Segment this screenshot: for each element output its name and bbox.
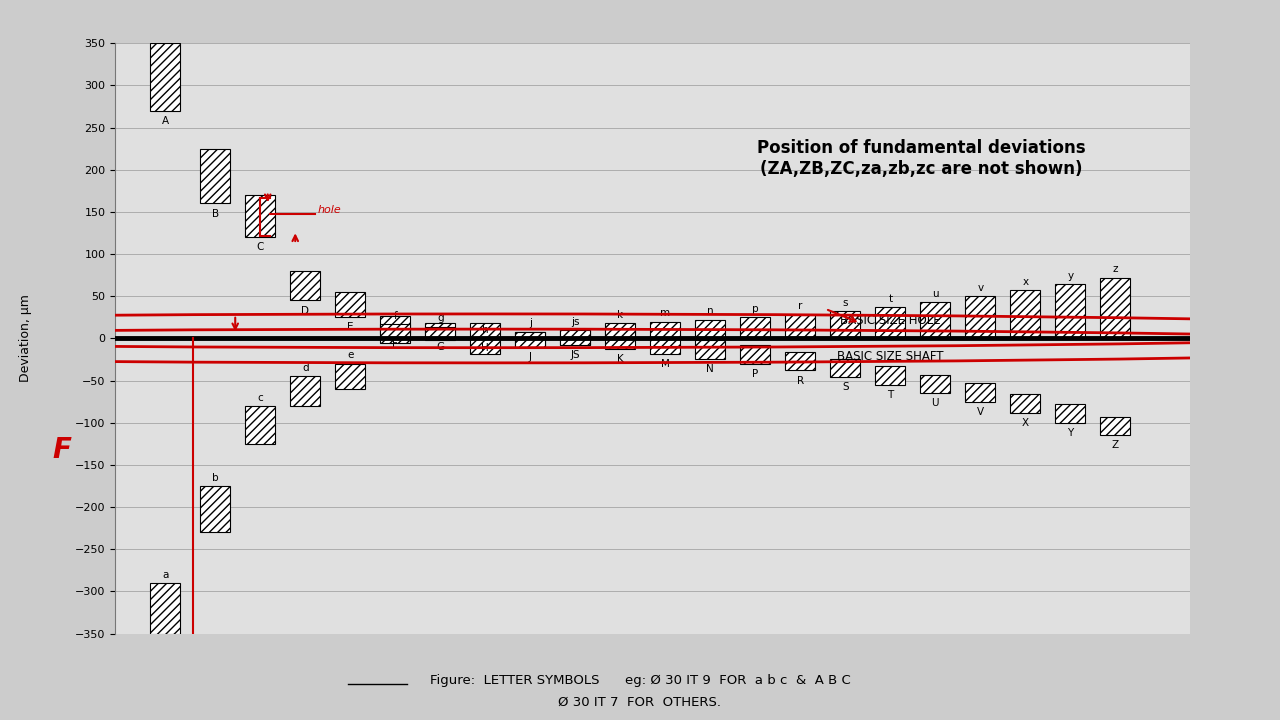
Text: P: P: [753, 369, 759, 379]
Bar: [965, 383, 996, 402]
Text: y: y: [1068, 271, 1074, 281]
Text: A: A: [161, 116, 169, 126]
Text: j: j: [529, 318, 531, 328]
Text: Figure:  LETTER SYMBOLS      eg: Ø 30 IT 9  FOR  a b c  &  A B C: Figure: LETTER SYMBOLS eg: Ø 30 IT 9 FOR…: [430, 674, 850, 687]
Text: T: T: [887, 390, 893, 400]
Bar: [876, 307, 905, 338]
Bar: [965, 296, 996, 338]
Bar: [831, 359, 860, 377]
Text: K: K: [617, 354, 623, 364]
Bar: [425, 327, 456, 340]
Text: C: C: [256, 242, 264, 252]
Bar: [695, 320, 726, 338]
Text: Deviation, μm: Deviation, μm: [19, 294, 32, 382]
Bar: [605, 323, 635, 338]
Text: hole: hole: [317, 205, 342, 215]
Bar: [1101, 417, 1130, 436]
Text: f: f: [393, 311, 397, 320]
Bar: [335, 292, 365, 318]
Bar: [516, 332, 545, 347]
Text: d: d: [302, 363, 308, 373]
Bar: [1010, 290, 1041, 338]
Text: c: c: [257, 392, 264, 402]
Text: R: R: [796, 376, 804, 385]
Text: F: F: [52, 436, 70, 464]
Bar: [291, 271, 320, 300]
Bar: [246, 195, 275, 237]
Text: Z: Z: [1112, 441, 1119, 451]
Text: u: u: [932, 289, 938, 299]
Text: b: b: [212, 472, 219, 482]
Bar: [1056, 284, 1085, 338]
Bar: [650, 335, 680, 354]
Bar: [740, 318, 771, 338]
Text: x: x: [1023, 277, 1028, 287]
Bar: [1010, 394, 1041, 413]
Bar: [200, 486, 230, 532]
Text: BASIC SIZE SHAFT: BASIC SIZE SHAFT: [837, 350, 943, 363]
Bar: [246, 406, 275, 444]
Bar: [876, 366, 905, 384]
Text: s: s: [842, 298, 849, 308]
Text: r: r: [799, 302, 803, 312]
Bar: [920, 374, 950, 393]
Bar: [380, 315, 411, 334]
Text: m: m: [660, 308, 671, 318]
Text: B: B: [211, 209, 219, 218]
Bar: [380, 324, 411, 343]
Bar: [786, 315, 815, 338]
Bar: [470, 323, 500, 338]
Text: E: E: [347, 323, 353, 333]
Text: v: v: [978, 283, 983, 293]
Text: H: H: [481, 343, 489, 354]
Text: t: t: [888, 294, 892, 304]
Bar: [200, 148, 230, 204]
Bar: [425, 323, 456, 337]
Bar: [786, 352, 815, 371]
Bar: [831, 312, 860, 338]
Bar: [605, 330, 635, 348]
Text: js: js: [571, 317, 580, 327]
Text: BASIC SIZE HOLE: BASIC SIZE HOLE: [840, 314, 941, 327]
Bar: [516, 332, 545, 347]
Text: U: U: [932, 398, 940, 408]
Text: z: z: [1112, 264, 1119, 274]
Text: k: k: [617, 310, 623, 320]
Text: M: M: [660, 359, 669, 369]
Text: e: e: [347, 351, 353, 360]
Text: N: N: [707, 364, 714, 374]
Bar: [1101, 278, 1130, 338]
Text: X: X: [1021, 418, 1029, 428]
Text: Position of fundamental deviations
(ZA,ZB,ZC,za,zb,zc are not shown): Position of fundamental deviations (ZA,Z…: [758, 139, 1085, 178]
Bar: [920, 302, 950, 338]
Bar: [695, 340, 726, 359]
Bar: [291, 377, 320, 406]
Text: G: G: [436, 342, 444, 352]
Text: Y: Y: [1068, 428, 1074, 438]
Bar: [740, 345, 771, 364]
Text: Ø 30 IT 7  FOR  OTHERS.: Ø 30 IT 7 FOR OTHERS.: [558, 696, 722, 708]
Bar: [650, 322, 680, 338]
Text: V: V: [977, 407, 984, 417]
Text: p: p: [753, 304, 759, 314]
Text: J: J: [529, 352, 531, 362]
Bar: [1056, 404, 1085, 423]
Text: n: n: [707, 307, 714, 317]
FancyBboxPatch shape: [0, 271, 50, 406]
Bar: [150, 43, 180, 111]
Text: a: a: [163, 570, 169, 580]
Text: h: h: [483, 325, 489, 335]
Bar: [561, 330, 590, 345]
Bar: [335, 364, 365, 389]
Text: JS: JS: [571, 350, 580, 360]
Text: F: F: [392, 339, 398, 349]
Bar: [470, 338, 500, 354]
Bar: [150, 583, 180, 634]
Text: D: D: [301, 305, 310, 315]
Bar: [561, 330, 590, 345]
Text: S: S: [842, 382, 849, 392]
Text: g: g: [436, 313, 444, 323]
